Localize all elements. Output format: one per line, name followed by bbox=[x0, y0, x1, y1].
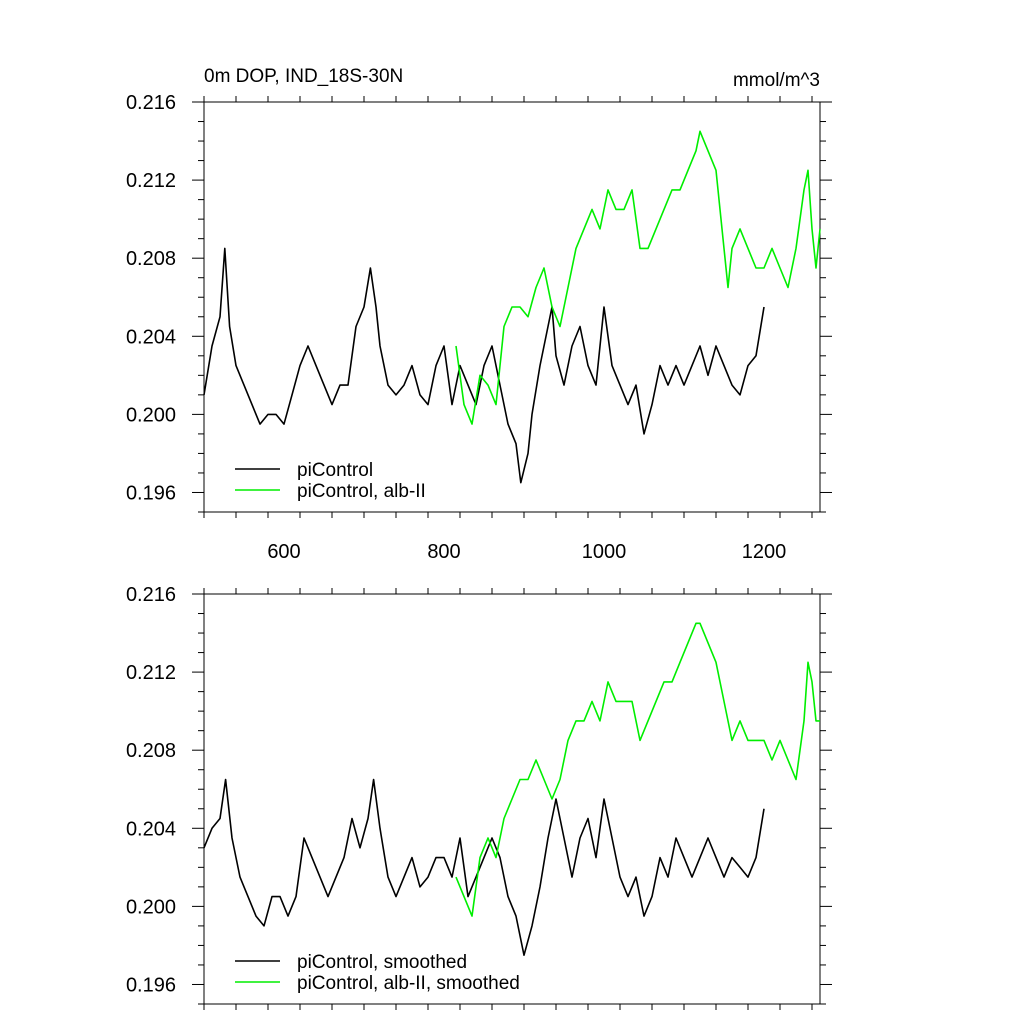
x-tick-label: 1000 bbox=[582, 541, 627, 563]
y-tick-label: 0.208 bbox=[126, 248, 176, 270]
series-line bbox=[203, 778, 765, 957]
y-tick-label: 0.216 bbox=[126, 92, 176, 114]
y-tick-label: 0.196 bbox=[126, 482, 176, 504]
y-tick-label: 0.212 bbox=[126, 170, 176, 192]
y-tick-label: 0.200 bbox=[126, 896, 176, 918]
chart-title: 0m DOP, IND_18S-30N bbox=[204, 66, 403, 87]
plot-frame bbox=[203, 593, 821, 1005]
x-tick-label: 800 bbox=[427, 541, 460, 563]
legend-label: piControl bbox=[297, 460, 373, 481]
units-label: mmol/m^3 bbox=[733, 70, 820, 91]
x-tick-label: 600 bbox=[267, 541, 300, 563]
y-tick-label: 0.196 bbox=[126, 974, 176, 996]
legend-label: piControl, alb-II bbox=[297, 481, 426, 502]
y-tick-label: 0.204 bbox=[126, 326, 176, 348]
plot-frame bbox=[203, 101, 821, 513]
series-line bbox=[455, 130, 821, 425]
bottom-panel: 0.196 0.200 0.204 0.208 0.212 0.216 piControl,… bbox=[126, 584, 832, 1010]
y-tick-label: 0.208 bbox=[126, 740, 176, 762]
y-tick-label: 0.216 bbox=[126, 584, 176, 606]
legend-label: piControl, smoothed bbox=[297, 952, 467, 973]
top-panel: 0.196 0.200 0.204 0.208 0.212 0.216 600 800 1000… bbox=[126, 66, 832, 563]
x-tick-label: 1200 bbox=[742, 541, 787, 563]
y-tick-label: 0.200 bbox=[126, 404, 176, 426]
series-line bbox=[203, 247, 765, 484]
series-line bbox=[455, 622, 820, 917]
legend-label: piControl, alb-II, smoothed bbox=[297, 973, 520, 994]
y-tick-label: 0.204 bbox=[126, 818, 176, 840]
y-tick-label: 0.212 bbox=[126, 662, 176, 684]
